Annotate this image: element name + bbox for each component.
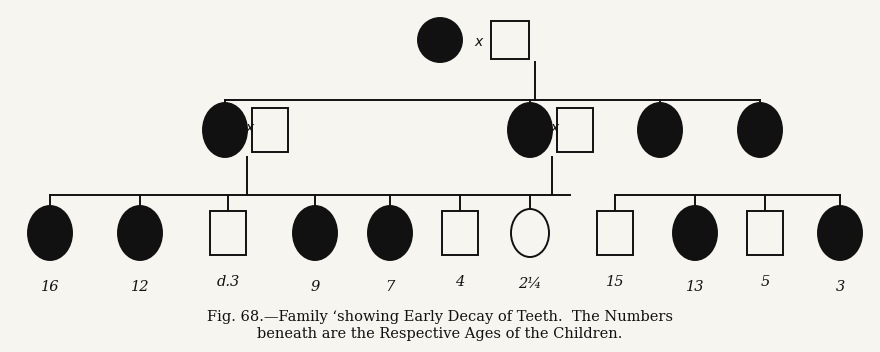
Text: 7: 7 [385,280,394,294]
Text: d.3: d.3 [216,275,239,289]
Ellipse shape [738,103,782,157]
Ellipse shape [418,18,462,62]
Text: x: x [550,121,558,135]
Text: 5: 5 [760,275,770,289]
Text: 15: 15 [605,275,624,289]
Bar [557,108,593,152]
Text: 16: 16 [40,280,59,294]
Ellipse shape [28,206,72,260]
Ellipse shape [118,206,162,260]
Bar [491,21,529,59]
Bar [747,211,783,255]
Ellipse shape [293,206,337,260]
Text: 13: 13 [686,280,704,294]
Ellipse shape [368,206,412,260]
Ellipse shape [638,103,682,157]
Text: 2¼: 2¼ [518,277,542,291]
Ellipse shape [673,206,717,260]
Bar [442,211,478,255]
Bar [597,211,633,255]
Bar [210,211,246,255]
Ellipse shape [511,209,549,257]
Text: x: x [245,121,253,135]
Text: 4: 4 [455,275,465,289]
Text: beneath are the Respective Ages of the Children.: beneath are the Respective Ages of the C… [257,327,623,341]
Ellipse shape [508,103,552,157]
Ellipse shape [818,206,862,260]
Text: Fig. 68.—Family ‘showing Early Decay of Teeth.  The Numbers: Fig. 68.—Family ‘showing Early Decay of … [207,310,673,324]
Text: x: x [473,35,482,49]
Text: 3: 3 [835,280,845,294]
Bar [252,108,288,152]
Ellipse shape [203,103,247,157]
Text: 9: 9 [311,280,319,294]
Text: 12: 12 [131,280,150,294]
